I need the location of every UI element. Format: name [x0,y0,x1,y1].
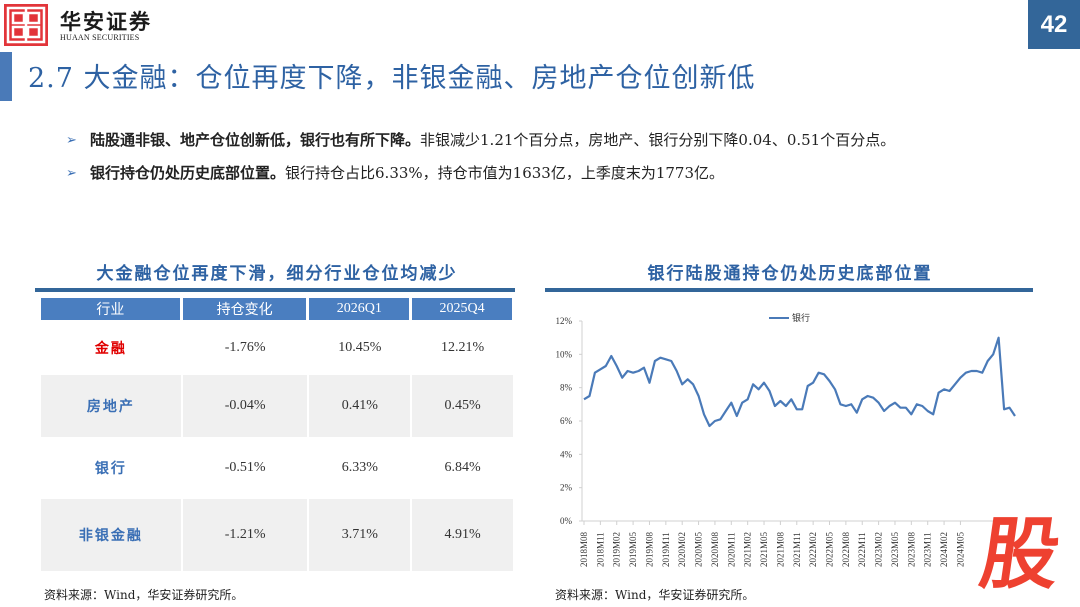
header-industry: 行业 [41,298,181,320]
arrow-bullet-icon: ➢ [66,133,77,148]
q4-cell: 12.21% [412,320,513,375]
table-source-note: 资料来源：Wind，华安证券研究所。 [44,588,244,602]
watermark-stamp: 股 [974,510,1066,600]
y-tick-label: 8% [560,383,573,393]
bank-holdings-line-chart: 0% 2% 4% 6% 8% 10% 12% 2018M08 2018M11 2019M02 201… [556,312,1017,567]
change-cell: -1.76% [182,320,308,375]
x-tick-label: 2019M08 [644,531,654,567]
bullet-item: ➢ 陆股通非银、地产仓位创新低，银行也有所下降。非银减少1.21个百分点，房地产… [66,127,1008,154]
q4-cell: 6.84% [412,437,513,499]
x-tick-label: 2023M11 [923,532,933,567]
legend-label: 银行 [792,312,810,324]
bullet-text: 银行持仓占比6.33%，持仓市值为1633亿，上季度末为1773亿。 [285,164,725,182]
x-tick-label: 2020M08 [710,531,720,567]
x-tick-label: 2019M05 [628,531,638,567]
page-title: 2.7 大金融：仓位再度下降，非银金融、房地产仓位创新低 [28,63,756,94]
summary-bullets: ➢ 陆股通非银、地产仓位创新低，银行也有所下降。非银减少1.21个百分点，房地产… [66,127,1008,193]
x-tick-label: 2019M11 [661,532,671,567]
huaan-logo-icon [4,4,48,46]
page-number: 42 [1028,0,1080,49]
x-tick-label: 2020M05 [694,531,704,567]
x-tick-label: 2021M11 [792,532,802,567]
change-cell: -0.04% [182,375,308,437]
x-tick-label: 2020M02 [677,532,687,567]
brand-name-cn: 华安证券 [60,9,152,34]
table-row: 金融 -1.76% 10.45% 12.21% [41,320,513,375]
header-2025q4: 2025Q4 [412,298,513,320]
q1-cell: 6.33% [309,437,411,499]
bullet-item: ➢ 银行持仓仍处历史底部位置。银行持仓占比6.33%，持仓市值为1633亿，上季… [66,160,1008,187]
x-tick-label: 2023M02 [874,532,884,567]
x-tick-label: 2022M08 [841,531,851,567]
chart-title-rule [545,288,1033,292]
y-tick-label: 6% [560,416,573,426]
industry-cell: 房地产 [41,375,181,437]
x-tick-label: 2020M11 [726,532,736,567]
y-tick-label: 12% [556,316,573,326]
q4-cell: 4.91% [412,499,513,571]
x-tick-label: 2022M02 [808,532,818,567]
x-tick-label: 2024M02 [939,532,949,567]
x-tick-label: 2022M11 [857,532,867,567]
x-tick-label: 2018M11 [595,532,605,567]
chart-source-note: 资料来源：Wind，华安证券研究所。 [555,588,755,602]
table-title-rule [35,288,515,292]
header-change: 持仓变化 [182,298,308,320]
change-cell: -0.51% [182,437,308,499]
x-tick-label: 2023M05 [890,531,900,567]
table-title: 大金融仓位再度下滑，细分行业仓位均减少 [96,264,458,284]
x-tick-label: 2021M05 [759,531,769,567]
header-2026q1: 2026Q1 [309,298,411,320]
x-tick-label: 2022M05 [825,531,835,567]
industry-cell: 非银金融 [41,499,181,571]
bullet-bold: 陆股通非银、地产仓位创新低，银行也有所下降。 [90,131,421,149]
q1-cell: 3.71% [309,499,411,571]
arrow-bullet-icon: ➢ [66,166,77,181]
table-row: 银行 -0.51% 6.33% 6.84% [41,437,513,499]
x-tick-label: 2021M02 [743,532,753,567]
holdings-table: 行业 持仓变化 2026Q1 2025Q4 金融 -1.76% 10.45% 1… [39,298,515,571]
bullet-text: 非银减少1.21个百分点，房地产、银行分别下降0.04、0.51个百分点。 [420,131,896,149]
x-tick-label: 2018M08 [579,531,589,567]
table-header-row: 行业 持仓变化 2026Q1 2025Q4 [41,298,513,320]
industry-cell: 金融 [41,320,181,375]
y-tick-label: 2% [560,483,573,493]
title-accent-bar [0,52,12,101]
brand-name-en: HUAAN SECURITIES [60,33,140,42]
change-cell: -1.21% [182,499,308,571]
chart-title: 银行陆股通持仓仍处历史底部位置 [647,264,933,284]
q1-cell: 10.45% [309,320,411,375]
x-tick-label: 2023M08 [906,531,916,567]
table-row: 非银金融 -1.21% 3.71% 4.91% [41,499,513,571]
q4-cell: 0.45% [412,375,513,437]
x-tick-label: 2019M02 [612,532,622,567]
x-tick-label: 2024M05 [955,531,965,567]
q1-cell: 0.41% [309,375,411,437]
y-tick-label: 4% [560,449,573,459]
bank-series-line [583,336,1016,428]
industry-cell: 银行 [41,437,181,499]
y-tick-label: 10% [556,349,573,359]
table-row: 房地产 -0.04% 0.41% 0.45% [41,375,513,437]
y-tick-label: 0% [560,516,573,526]
bullet-bold: 银行持仓仍处历史底部位置。 [90,164,286,182]
x-tick-label: 2021M08 [775,531,785,567]
